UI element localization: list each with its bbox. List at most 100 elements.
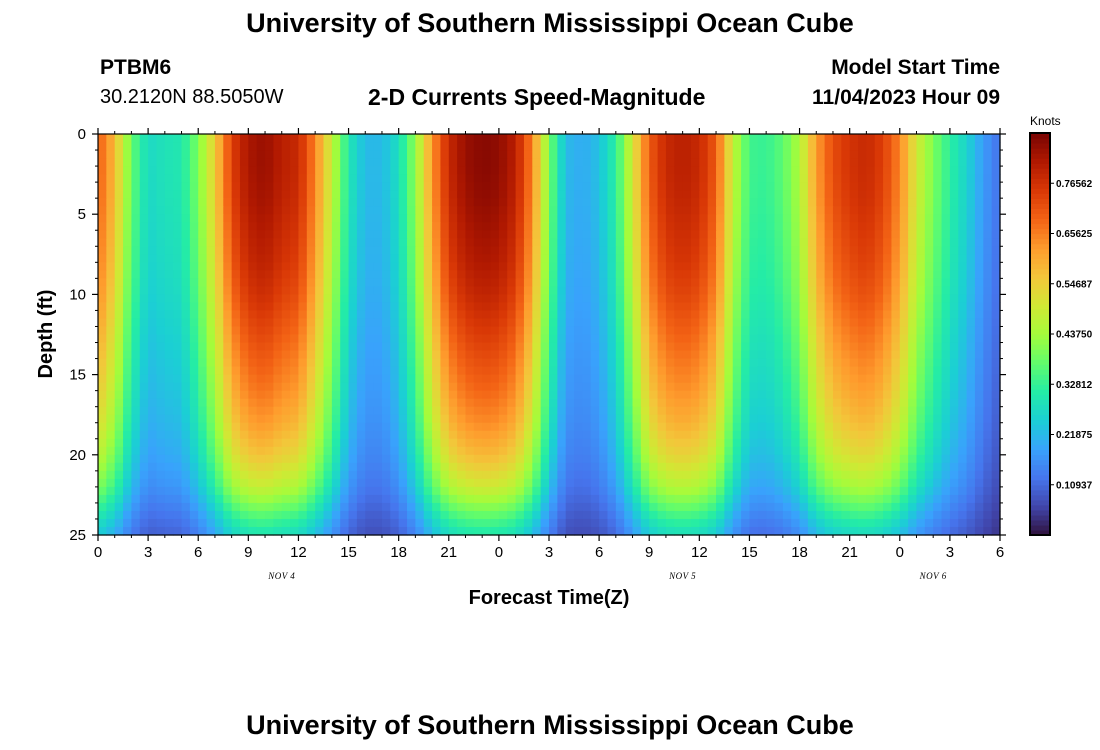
heatmap-cell — [607, 262, 617, 271]
heatmap-cell — [899, 454, 909, 464]
heatmap-cell — [590, 302, 600, 312]
heatmap-cell — [774, 318, 784, 328]
heatmap-cell — [933, 254, 943, 263]
heatmap-cell — [148, 438, 158, 448]
heatmap-cell — [515, 486, 525, 496]
heatmap-cell — [532, 214, 542, 223]
heatmap-cell — [916, 158, 926, 167]
heatmap-cell — [824, 158, 834, 167]
heatmap-cell — [189, 502, 199, 512]
heatmap-cell — [724, 382, 734, 392]
heatmap-cell — [774, 302, 784, 312]
heatmap-cell — [189, 278, 199, 287]
heatmap-cell — [423, 382, 433, 392]
heatmap-cell — [315, 278, 325, 287]
heatmap-cell — [665, 198, 675, 207]
heatmap-cell — [223, 294, 233, 304]
heatmap-cell — [582, 318, 592, 328]
heatmap-cell — [490, 414, 500, 424]
heatmap-cell — [398, 486, 408, 496]
heatmap-cell — [724, 438, 734, 448]
heatmap-cell — [473, 438, 483, 448]
heatmap-cell — [899, 342, 909, 352]
heatmap-cell — [98, 366, 107, 376]
heatmap-cell — [231, 134, 241, 143]
heatmap-cell — [582, 494, 592, 504]
heatmap-cell — [949, 302, 959, 312]
heatmap-cell — [741, 438, 751, 448]
heatmap-cell — [315, 190, 325, 199]
heatmap-cell — [665, 342, 675, 352]
heatmap-cell — [866, 174, 876, 183]
heatmap-cell — [565, 246, 575, 255]
heatmap-cell — [582, 462, 592, 472]
heatmap-cell — [557, 350, 567, 360]
heatmap-cell — [649, 158, 659, 167]
heatmap-cell — [298, 486, 308, 496]
heatmap-cell — [807, 382, 817, 392]
heatmap-cell — [807, 230, 817, 239]
heatmap-cell — [131, 198, 141, 207]
heatmap-cell — [741, 470, 751, 480]
heatmap-cell — [390, 190, 400, 199]
heatmap-cell — [749, 230, 759, 239]
heatmap-cell — [716, 166, 725, 175]
heatmap-cell — [574, 406, 584, 416]
heatmap-cell — [958, 174, 968, 183]
heatmap-cell — [281, 350, 291, 360]
heatmap-cell — [732, 158, 742, 167]
heatmap-cell — [498, 222, 508, 231]
heatmap-cell — [482, 150, 492, 159]
heatmap-cell — [490, 294, 500, 304]
heatmap-cell — [682, 286, 692, 295]
heatmap-cell — [323, 246, 333, 255]
heatmap-cell — [707, 198, 717, 207]
heatmap-cell — [173, 174, 183, 183]
heatmap-cell — [590, 350, 600, 360]
heatmap-cell — [841, 342, 851, 352]
heatmap-cell — [974, 230, 984, 239]
heatmap-cell — [256, 446, 266, 456]
heatmap-cell — [139, 470, 149, 480]
heatmap-cell — [340, 310, 350, 320]
heatmap-cell — [465, 462, 475, 472]
heatmap-cell — [448, 134, 458, 143]
heatmap-cell — [557, 262, 567, 271]
heatmap-cell — [532, 278, 542, 287]
heatmap-cell — [523, 158, 533, 167]
heatmap-cell — [741, 222, 751, 231]
heatmap-cell — [807, 438, 817, 448]
heatmap-cell — [883, 254, 893, 263]
heatmap-cell — [239, 382, 249, 392]
heatmap-cell — [699, 310, 709, 320]
heatmap-cell — [908, 398, 918, 408]
heatmap-cell — [381, 406, 391, 416]
heatmap-cell — [482, 494, 492, 504]
heatmap-cell — [899, 438, 909, 448]
heatmap-cell — [290, 502, 300, 512]
heatmap-cell — [306, 438, 316, 448]
heatmap-cell — [958, 486, 968, 496]
heatmap-cell — [724, 318, 734, 328]
heatmap-cell — [498, 310, 508, 320]
heatmap-cell — [273, 190, 283, 199]
heatmap-cell — [849, 190, 859, 199]
heatmap-cell — [549, 158, 558, 167]
heatmap-cell — [724, 150, 734, 159]
heatmap-cell — [782, 462, 792, 472]
heatmap-cell — [782, 254, 792, 263]
heatmap-cell — [732, 470, 742, 480]
heatmap-cell — [340, 206, 350, 215]
heatmap-cell — [883, 486, 893, 496]
heatmap-cell — [966, 182, 976, 191]
heatmap-cell — [482, 174, 492, 183]
heatmap-cell — [757, 206, 767, 215]
heatmap-cell — [415, 374, 425, 384]
heatmap-cell — [958, 430, 968, 440]
heatmap-cell — [356, 390, 366, 400]
heatmap-cell — [123, 366, 133, 376]
heatmap-cell — [457, 294, 467, 304]
heatmap-cell — [373, 158, 383, 167]
heatmap-cell — [732, 142, 742, 151]
heatmap-cell — [290, 286, 300, 295]
